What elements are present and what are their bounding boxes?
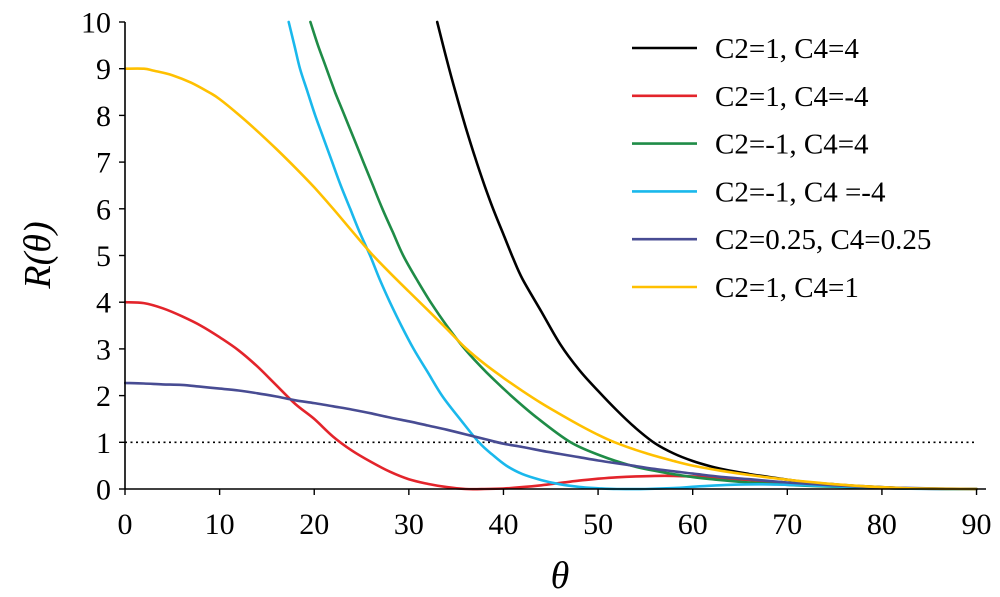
y-tick-label: 1: [96, 427, 111, 460]
x-tick-label: 90: [962, 508, 992, 541]
x-tick-label: 60: [678, 508, 708, 541]
x-axis-label: θ: [551, 555, 570, 597]
series-line-4: [287, 20, 978, 491]
series-line-6: [124, 67, 978, 491]
x-tick-label: 80: [867, 508, 897, 541]
plot-area: [124, 20, 978, 491]
legend-item: C2=1, C4=-4: [632, 81, 869, 113]
y-tick-label: 10: [81, 7, 111, 40]
legend-label: C2=1, C4=4: [715, 33, 859, 65]
y-tick-label: 4: [96, 287, 111, 320]
legend-item: C2=-1, C4 =-4: [632, 176, 886, 208]
y-tick-label: 5: [96, 240, 111, 273]
y-tick-label: 2: [96, 380, 111, 413]
y-tick-label: 6: [96, 193, 111, 226]
x-tick-label: 70: [772, 508, 802, 541]
y-tick-label: 7: [96, 147, 111, 180]
legend: C2=1, C4=4 C2=1, C4=-4 C2=-1, C4=4 C2=-1, C…: [632, 33, 931, 304]
legend-item: C2=-1, C4=4: [632, 129, 869, 161]
y-axis-label: R(θ): [17, 221, 59, 289]
x-tick-label: 20: [299, 508, 329, 541]
legend-label: C2=1, C4=-4: [715, 81, 869, 113]
x-tick-label: 10: [205, 508, 235, 541]
legend-label: C2=-1, C4 =-4: [715, 176, 886, 208]
legend-label: C2=-1, C4=4: [715, 129, 869, 161]
x-tick-label: 30: [394, 508, 424, 541]
axes: 0 10 20 30 40 50 60 70 80 90 0 1 2 3 4 5 6 7 8 9 10: [81, 7, 992, 542]
legend-item: C2=0.25, C4=0.25: [632, 224, 931, 256]
legend-item: C2=1, C4=1: [632, 272, 859, 304]
x-tick-label: 0: [118, 508, 133, 541]
y-tick-label: 8: [96, 100, 111, 133]
legend-label: C2=0.25, C4=0.25: [715, 224, 931, 256]
y-tick-label: 0: [96, 474, 111, 507]
x-tick-label: 40: [488, 508, 518, 541]
y-tick-label: 3: [96, 333, 111, 366]
legend-item: C2=1, C4=4: [632, 33, 859, 65]
y-tick-label: 9: [96, 53, 111, 86]
legend-label: C2=1, C4=1: [715, 272, 859, 304]
x-tick-label: 50: [583, 508, 613, 541]
series-line-5: [124, 381, 978, 491]
